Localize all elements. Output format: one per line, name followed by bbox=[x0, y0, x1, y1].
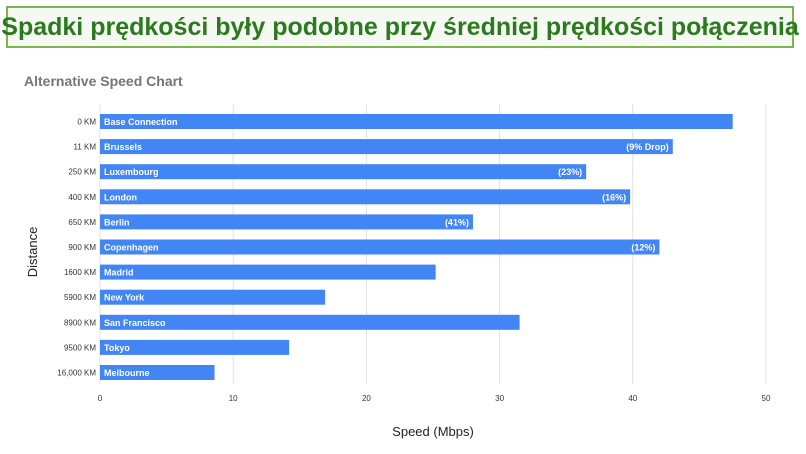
bar-drop-label-5: (12%) bbox=[631, 243, 655, 253]
bar-10 bbox=[100, 365, 215, 380]
bar-0 bbox=[100, 114, 733, 129]
chart-title: Alternative Speed Chart bbox=[24, 73, 183, 89]
bar-drop-label-2: (23%) bbox=[558, 167, 582, 177]
y-tick-label-3: 400 KM bbox=[68, 193, 96, 202]
x-axis-title: Speed (Mbps) bbox=[392, 424, 474, 439]
bar-city-label-1: Brussels bbox=[104, 142, 142, 152]
y-tick-label-10: 16,000 KM bbox=[57, 369, 96, 378]
x-tick-label-3: 30 bbox=[495, 394, 504, 403]
bar-city-label-2: Luxembourg bbox=[104, 167, 159, 177]
headline-text: Spadki prędkości były podobne przy średn… bbox=[1, 12, 799, 41]
bar-4 bbox=[100, 214, 473, 230]
x-tick-label-1: 10 bbox=[229, 394, 238, 403]
y-tick-label-8: 8900 KM bbox=[64, 318, 96, 327]
label-layer: 0 10 20 30 40 50 0 KM Base Connection 11 KM Bruss… bbox=[57, 117, 771, 403]
bar-city-label-9: Tokyo bbox=[104, 343, 130, 353]
bar-5 bbox=[100, 239, 660, 255]
bar-layer bbox=[100, 114, 733, 380]
y-axis-title: Distance bbox=[25, 227, 40, 278]
bar-drop-label-4: (41%) bbox=[445, 217, 469, 227]
x-tick-label-2: 20 bbox=[362, 394, 371, 403]
bar-city-label-8: San Francisco bbox=[104, 318, 166, 328]
bar-6 bbox=[100, 264, 436, 280]
bar-7 bbox=[100, 289, 326, 305]
y-tick-label-6: 1600 KM bbox=[64, 268, 96, 277]
bar-city-label-5: Copenhagen bbox=[104, 243, 159, 253]
bar-city-label-10: Melbourne bbox=[104, 368, 150, 378]
y-tick-label-7: 5900 KM bbox=[64, 293, 96, 302]
y-tick-label-9: 9500 KM bbox=[64, 343, 96, 352]
x-tick-label-0: 0 bbox=[98, 394, 103, 403]
y-tick-label-5: 900 KM bbox=[68, 243, 96, 252]
y-tick-label-0: 0 KM bbox=[77, 118, 96, 127]
headline-banner: Spadki prędkości były podobne przy średn… bbox=[1, 6, 799, 48]
bar-city-label-4: Berlin bbox=[104, 217, 130, 227]
y-tick-label-4: 650 KM bbox=[68, 218, 96, 227]
bar-2 bbox=[100, 164, 587, 180]
bar-drop-label-3: (16%) bbox=[602, 192, 626, 202]
bar-city-label-7: New York bbox=[104, 293, 145, 303]
bar-city-label-6: Madrid bbox=[104, 268, 134, 278]
bar-8 bbox=[100, 314, 520, 330]
y-tick-label-2: 250 KM bbox=[68, 168, 96, 177]
bar-9 bbox=[100, 339, 290, 355]
bar-city-label-0: Base Connection bbox=[104, 117, 178, 127]
bar-3 bbox=[100, 189, 631, 205]
bar-city-label-3: London bbox=[104, 192, 137, 202]
x-tick-label-4: 40 bbox=[628, 394, 637, 403]
bar-1 bbox=[100, 139, 673, 155]
x-tick-label-5: 50 bbox=[762, 394, 771, 403]
y-tick-label-1: 11 KM bbox=[73, 143, 96, 152]
bar-drop-label-1: (9% Drop) bbox=[626, 142, 669, 152]
